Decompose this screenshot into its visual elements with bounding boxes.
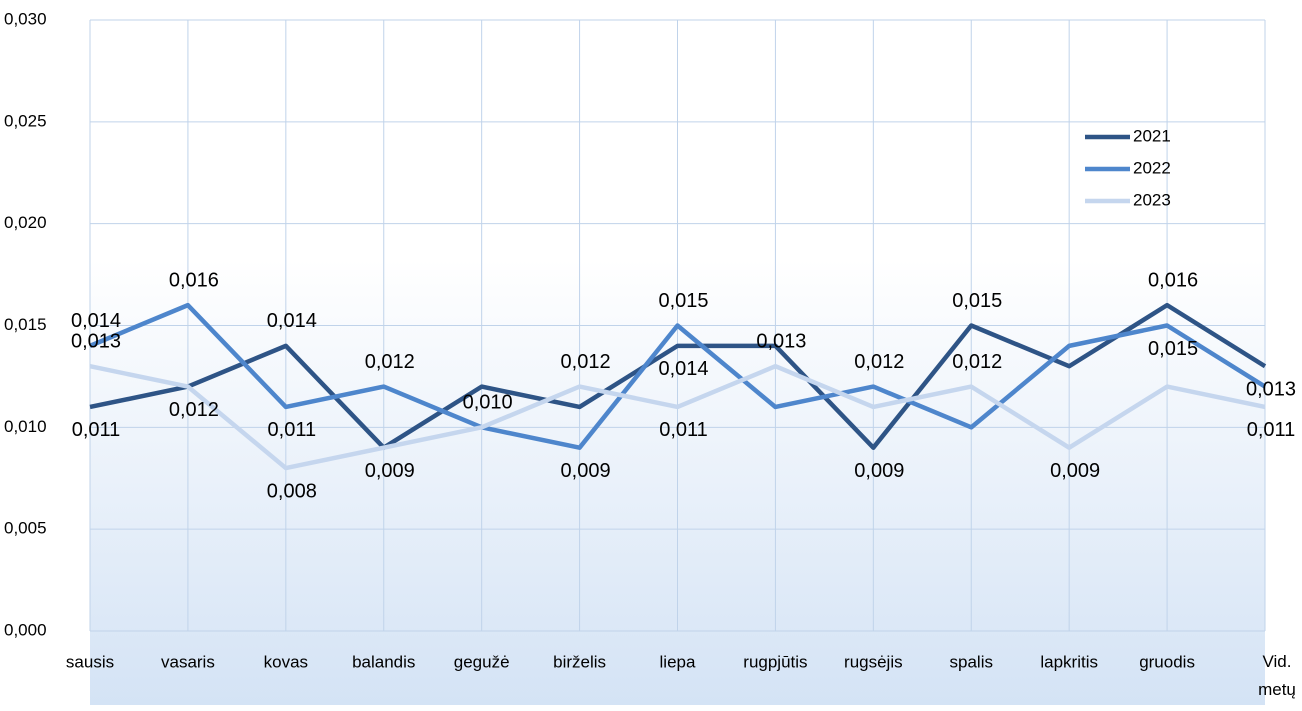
data-label: 0,011 xyxy=(1247,419,1296,441)
series-line xyxy=(89,302,1267,450)
data-label: 0,013 xyxy=(1246,379,1296,401)
data-label: 0,009 xyxy=(561,460,611,482)
data-label: 0,014 xyxy=(267,310,317,332)
data-label: 0,012 xyxy=(561,351,611,373)
data-label: 0,013 xyxy=(71,331,121,353)
data-label: 0,013 xyxy=(756,331,806,353)
x-tick-label: birželis xyxy=(553,652,606,671)
y-tick-label: 0,005 xyxy=(4,519,47,538)
data-label: 0,016 xyxy=(1148,269,1198,291)
data-label: 0,009 xyxy=(854,460,904,482)
legend-label: 2023 xyxy=(1133,190,1171,209)
data-label: 0,009 xyxy=(365,460,415,482)
data-label: 0,015 xyxy=(1148,338,1198,360)
series-line xyxy=(89,302,1267,450)
x-tick-label: balandis xyxy=(352,652,415,671)
x-tick-label: Vid. metų xyxy=(1258,652,1296,699)
data-label: 0,010 xyxy=(463,392,513,414)
y-tick-label: 0,000 xyxy=(4,620,47,639)
x-tick-label: vasaris xyxy=(161,652,215,671)
y-tick-label: 0,020 xyxy=(4,213,47,232)
x-tick-label: gruodis xyxy=(1139,652,1195,671)
x-tick-label: kovas xyxy=(264,652,308,671)
data-label: 0,012 xyxy=(169,399,219,421)
data-label: 0,011 xyxy=(72,419,121,441)
legend-label: 2021 xyxy=(1133,126,1171,145)
data-label: 0,008 xyxy=(267,480,317,502)
y-tick-label: 0,030 xyxy=(4,9,47,28)
x-tick-label: sausis xyxy=(66,652,114,671)
data-label: 0,011 xyxy=(268,419,317,441)
data-label: 0,014 xyxy=(71,310,121,332)
data-label: 0,016 xyxy=(169,269,219,291)
x-tick-label: rugsėjis xyxy=(844,652,903,671)
x-tick-label: gegužė xyxy=(454,652,510,671)
series-line xyxy=(89,363,1266,471)
x-tick-label: rugpjūtis xyxy=(743,652,807,671)
y-tick-label: 0,015 xyxy=(4,315,47,334)
x-tick-label: lapkritis xyxy=(1040,652,1098,671)
data-label: 0,011 xyxy=(659,419,708,441)
legend-label: 2022 xyxy=(1133,158,1171,177)
data-label: 0,012 xyxy=(854,351,904,373)
data-label: 0,015 xyxy=(952,290,1002,312)
data-label: 0,014 xyxy=(658,358,708,380)
x-tick-label: spalis xyxy=(950,652,993,671)
data-label: 0,012 xyxy=(952,351,1002,373)
data-label: 0,015 xyxy=(658,290,708,312)
y-tick-label: 0,010 xyxy=(4,417,47,436)
x-tick-label: liepa xyxy=(660,652,696,671)
y-tick-label: 0,025 xyxy=(4,111,47,130)
data-label: 0,012 xyxy=(365,351,415,373)
data-label: 0,009 xyxy=(1050,460,1100,482)
